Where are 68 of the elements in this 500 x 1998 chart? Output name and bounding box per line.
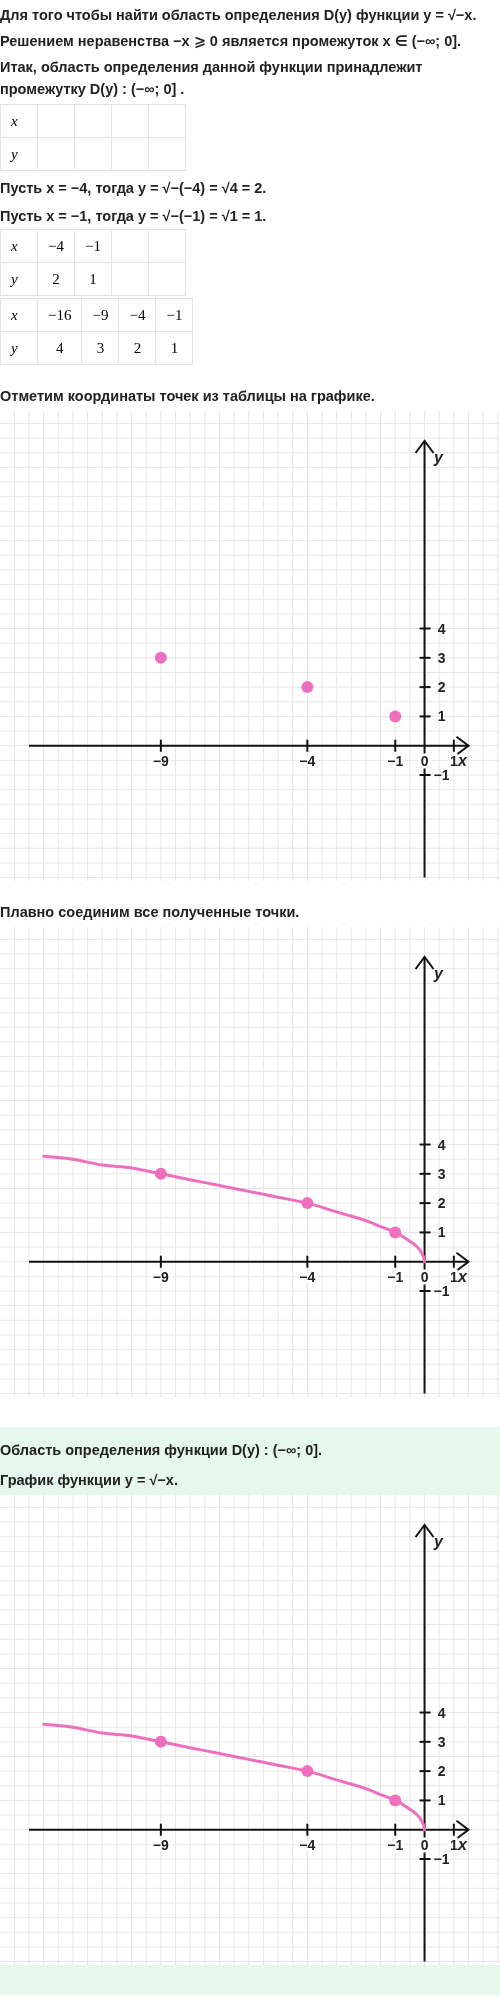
text: x bbox=[0, 298, 38, 332]
x-tick-label: −9 bbox=[152, 1268, 170, 1285]
point bbox=[154, 651, 167, 664]
category-label: −1 bbox=[155, 298, 193, 332]
y-axis-title: y bbox=[433, 965, 445, 982]
x-axis-title: x bbox=[457, 1835, 469, 1853]
y-tick-label: 1 bbox=[437, 708, 446, 725]
text: Пусть x = −1, тогда y = √−(−1) = √1 = 1. bbox=[0, 207, 268, 226]
text: Пусть x = −4, тогда y = √−(−4) = √4 = 2. bbox=[0, 179, 268, 198]
chart-title: Отметим координаты точек из таблицы на графике. bbox=[0, 387, 376, 406]
category-label: −1 bbox=[74, 229, 112, 263]
data-label: 3 bbox=[81, 331, 119, 365]
data-label: 4 bbox=[37, 331, 82, 365]
data-label: 2 bbox=[37, 262, 75, 296]
text: x bbox=[0, 104, 38, 138]
chart-title: Область определения функции D(y) : (−∞; 0]. bbox=[0, 1441, 324, 1460]
line-series bbox=[42, 1154, 427, 1264]
category-label: −16 bbox=[37, 298, 82, 332]
data-label: 1 bbox=[155, 331, 193, 365]
point bbox=[301, 1765, 314, 1778]
point bbox=[301, 1197, 314, 1210]
point bbox=[154, 1735, 167, 1748]
text: Для того чтобы найти область определения D(y) функции y = √−x. bbox=[0, 6, 478, 25]
category-label: −4 bbox=[118, 298, 156, 332]
x-tick-label: −9 bbox=[152, 752, 170, 769]
x-tick-label: −4 bbox=[299, 1268, 316, 1285]
point bbox=[389, 1794, 402, 1807]
chart-title: Плавно соединим все полученные точки. bbox=[0, 903, 301, 922]
x-tick-label: −1 bbox=[387, 1836, 404, 1853]
x-tick-label: −1 bbox=[387, 1268, 404, 1285]
point bbox=[154, 1167, 167, 1180]
text: y bbox=[0, 331, 38, 365]
y-tick-label: 2 bbox=[437, 1195, 446, 1212]
y-tick-label: 2 bbox=[437, 1763, 446, 1780]
x-tick-label: −1 bbox=[387, 752, 404, 769]
y-tick-label: 4 bbox=[437, 1136, 446, 1153]
text: Итак, область определения данной функции принадлежит промежутку D(y) : (−∞; 0] . bbox=[0, 58, 424, 99]
category-label: −9 bbox=[81, 298, 119, 332]
text: Решением неравенства −x ⩾ 0 является промежуток x ∈ (−∞; 0]. bbox=[0, 32, 463, 51]
y-axis-title: y bbox=[433, 449, 445, 466]
y-tick-label: 4 bbox=[437, 620, 446, 637]
y-tick-label: 3 bbox=[437, 1733, 446, 1750]
y-tick-label: −1 bbox=[433, 1283, 450, 1300]
text: x bbox=[0, 229, 38, 263]
y-tick-label: 1 bbox=[437, 1224, 446, 1241]
x-tick-label: −9 bbox=[152, 1836, 170, 1853]
x-tick-label: −4 bbox=[299, 752, 316, 769]
point bbox=[389, 1226, 402, 1239]
point bbox=[389, 710, 402, 723]
chart-subtitle: График функции y = √−x. bbox=[0, 1471, 179, 1490]
line-series bbox=[42, 1722, 427, 1832]
y-axis-title: y bbox=[433, 1533, 445, 1550]
y-tick-label: 4 bbox=[437, 1704, 446, 1721]
point bbox=[301, 681, 314, 694]
x-axis-title: x bbox=[457, 1267, 469, 1285]
text: y bbox=[0, 262, 38, 296]
x-axis-title: x bbox=[457, 751, 469, 769]
category-label: −4 bbox=[37, 229, 75, 263]
y-tick-label: 3 bbox=[437, 649, 446, 666]
y-tick-label: 1 bbox=[437, 1792, 446, 1809]
y-tick-label: 3 bbox=[437, 1165, 446, 1182]
y-tick-label: −1 bbox=[433, 1851, 450, 1868]
data-label: 1 bbox=[74, 262, 112, 296]
text: y bbox=[0, 137, 38, 171]
y-tick-label: 2 bbox=[437, 679, 446, 696]
data-label: 2 bbox=[118, 331, 156, 365]
x-tick-label: −4 bbox=[299, 1836, 316, 1853]
y-tick-label: −1 bbox=[433, 767, 450, 784]
